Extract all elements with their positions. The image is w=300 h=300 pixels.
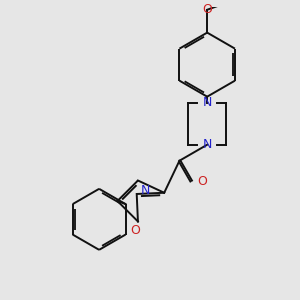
Text: O: O xyxy=(197,176,207,188)
Text: O: O xyxy=(202,3,212,16)
Text: N: N xyxy=(202,96,212,109)
Text: O: O xyxy=(130,224,140,237)
Text: N: N xyxy=(141,184,151,197)
Text: N: N xyxy=(202,138,212,151)
